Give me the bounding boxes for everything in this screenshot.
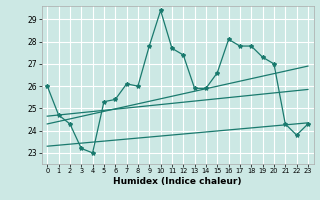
X-axis label: Humidex (Indice chaleur): Humidex (Indice chaleur) [113,177,242,186]
